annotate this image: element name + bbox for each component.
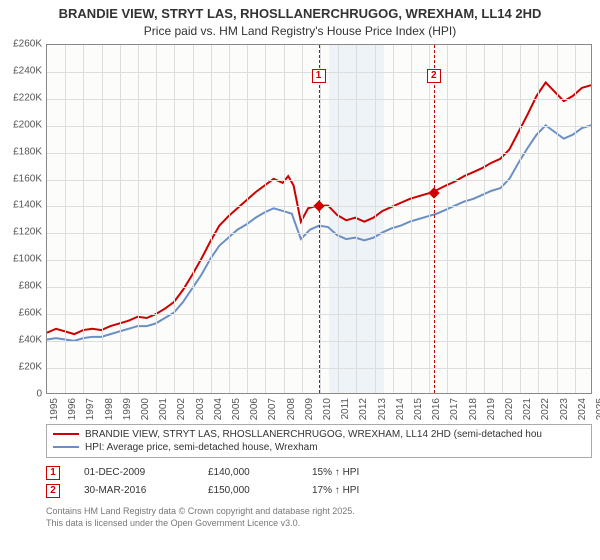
x-axis-label: 2020: [504, 398, 515, 420]
reference-table: 1 01-DEC-2009 £140,000 15% ↑ HPI 2 30-MAR-201…: [46, 464, 592, 500]
ref-row-badge: 1: [46, 466, 60, 480]
footer-line: Contains HM Land Registry data © Crown c…: [46, 506, 592, 518]
y-axis-label: £140K: [13, 200, 42, 211]
y-axis-label: £100K: [13, 254, 42, 265]
ref-price: £150,000: [208, 485, 288, 496]
x-axis-label: 2010: [322, 398, 333, 420]
ref-row-badge: 2: [46, 484, 60, 498]
x-axis-label: 2005: [231, 398, 242, 420]
chart-title: BRANDIE VIEW, STRYT LAS, RHOSLLANERCHRUG…: [8, 6, 592, 23]
x-axis-label: 2013: [377, 398, 388, 420]
legend-item: BRANDIE VIEW, STRYT LAS, RHOSLLANERCHRUG…: [53, 428, 585, 441]
y-axis-label: £20K: [19, 361, 42, 372]
x-axis-label: 2023: [559, 398, 570, 420]
legend-swatch: [53, 446, 79, 448]
ref-pct: 17% ↑ HPI: [312, 485, 359, 496]
x-axis-label: 1999: [122, 398, 133, 420]
chart-subtitle: Price paid vs. HM Land Registry's House …: [8, 24, 592, 38]
x-axis-label: 2022: [540, 398, 551, 420]
x-axis-label: 2008: [286, 398, 297, 420]
y-axis-label: £180K: [13, 146, 42, 157]
ref-row: 1 01-DEC-2009 £140,000 15% ↑ HPI: [46, 464, 592, 482]
x-axis-label: 2006: [249, 398, 260, 420]
y-axis-label: 0: [36, 388, 42, 399]
x-axis-label: 2024: [577, 398, 588, 420]
legend-item: HPI: Average price, semi-detached house,…: [53, 441, 585, 454]
ref-date: 01-DEC-2009: [84, 467, 184, 478]
x-axis-label: 1997: [85, 398, 96, 420]
x-axis-label: 2014: [395, 398, 406, 420]
x-axis-label: 2009: [304, 398, 315, 420]
y-axis-label: £240K: [13, 65, 42, 76]
footer-attribution: Contains HM Land Registry data © Crown c…: [46, 506, 592, 529]
ref-badge: 1: [312, 69, 326, 83]
x-axis-label: 2004: [213, 398, 224, 420]
y-axis-label: £160K: [13, 173, 42, 184]
ref-badge: 2: [427, 69, 441, 83]
legend-swatch: [53, 433, 79, 435]
x-axis-label: 2017: [449, 398, 460, 420]
plot-area: 12: [46, 44, 592, 394]
x-axis-label: 2003: [195, 398, 206, 420]
y-axis-label: £60K: [19, 308, 42, 319]
x-axis-label: 2000: [140, 398, 151, 420]
legend-label: HPI: Average price, semi-detached house,…: [85, 442, 318, 453]
x-axis-label: 1998: [104, 398, 115, 420]
x-axis-label: 1996: [67, 398, 78, 420]
ref-date: 30-MAR-2016: [84, 485, 184, 496]
x-axis-label: 2015: [413, 398, 424, 420]
x-axis-label: 2016: [431, 398, 442, 420]
x-axis-label: 2002: [176, 398, 187, 420]
ref-price: £140,000: [208, 467, 288, 478]
ref-row: 2 30-MAR-2016 £150,000 17% ↑ HPI: [46, 482, 592, 500]
y-axis-label: £260K: [13, 38, 42, 49]
x-axis-label: 2018: [468, 398, 479, 420]
x-axis-label: 2021: [522, 398, 533, 420]
y-axis-label: £220K: [13, 92, 42, 103]
y-axis-label: £80K: [19, 281, 42, 292]
footer-line: This data is licensed under the Open Gov…: [46, 518, 592, 530]
y-axis-label: £40K: [19, 335, 42, 346]
legend: BRANDIE VIEW, STRYT LAS, RHOSLLANERCHRUG…: [46, 424, 592, 458]
legend-label: BRANDIE VIEW, STRYT LAS, RHOSLLANERCHRUG…: [85, 429, 542, 440]
x-axis-label: 2012: [358, 398, 369, 420]
x-axis-label: 1995: [49, 398, 60, 420]
x-axis-label: 2011: [340, 398, 351, 420]
x-axis-label: 2019: [486, 398, 497, 420]
chart: 12 0£20K£40K£60K£80K£100K£120K£140K£160K…: [8, 44, 592, 420]
ref-pct: 15% ↑ HPI: [312, 467, 359, 478]
y-axis-label: £200K: [13, 119, 42, 130]
x-axis-label: 2007: [267, 398, 278, 420]
x-axis-label: 2025: [595, 398, 600, 420]
x-axis-label: 2001: [158, 398, 169, 420]
y-axis-label: £120K: [13, 227, 42, 238]
